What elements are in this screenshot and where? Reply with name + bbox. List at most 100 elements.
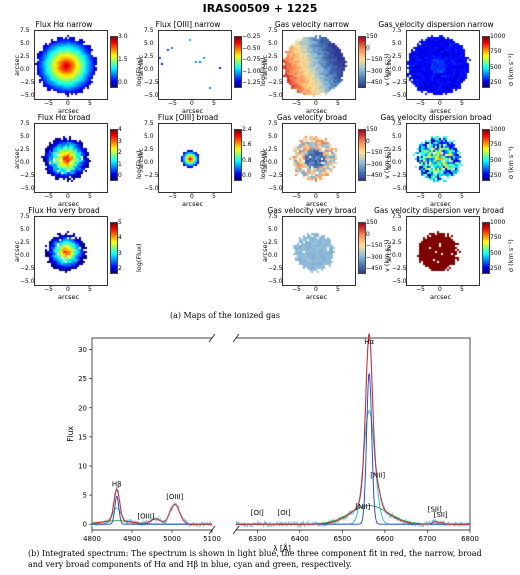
colorbar-tick: −150 (366, 242, 383, 249)
colorbar-tick: −300 (366, 67, 383, 75)
map-panel-title: Gas velocity very broad (267, 206, 357, 215)
colorbar-tick: 500 (490, 156, 502, 164)
map-x-label: arcsec (430, 293, 452, 301)
map-y-tick: −5.0 (392, 278, 407, 286)
map-x-tick: 5 (336, 286, 340, 293)
colorbar (110, 222, 118, 274)
map-x-tick: 5 (212, 100, 216, 107)
map-image (34, 123, 108, 193)
colorbar-tick: 150 (366, 33, 378, 40)
colorbar-tick: 4 (118, 234, 122, 242)
map-x-tick: −5 (416, 286, 425, 293)
map-y-tick: 2.5 (268, 239, 278, 247)
map-y-tick: 5.0 (268, 40, 278, 48)
map-y-tick: −2.5 (20, 265, 35, 273)
map-x-tick: 0 (438, 286, 442, 293)
map-y-tick: 2.5 (268, 146, 278, 154)
map-x-tick: 0 (66, 286, 70, 293)
map-image (34, 216, 108, 286)
map-y-tick: −2.5 (20, 79, 35, 87)
map-y-tick: 0.0 (20, 159, 30, 167)
colorbar-tick: −0.75 (242, 56, 261, 63)
map-y-tick: 0.0 (144, 66, 154, 74)
map-y-tick: 0.0 (392, 159, 402, 167)
x-axis-label: λ [Å] (273, 544, 291, 553)
x-tick-label: 6600 (376, 535, 394, 543)
map-x-label: arcsec (58, 200, 80, 208)
colorbar-tick: 750 (490, 141, 502, 149)
emission-line-label: [SII] (428, 505, 442, 513)
map-x-tick: −5 (292, 100, 301, 107)
map-x-tick: 0 (190, 193, 194, 200)
map-y-tick: 7.5 (268, 213, 278, 220)
emission-line-label: [OI] (251, 509, 264, 517)
x-tick-label: 6500 (333, 535, 351, 543)
map-image (282, 216, 356, 286)
colorbar-tick: −450 (366, 79, 383, 86)
map-y-tick: 2.5 (20, 146, 30, 154)
map-x-tick: −5 (168, 100, 177, 107)
colorbar (358, 36, 366, 88)
map-y-tick: 7.5 (144, 120, 154, 127)
map-y-tick: −5.0 (268, 185, 283, 193)
map-image (282, 30, 356, 100)
emission-line-label: [NII] (355, 503, 370, 511)
map-panel-title: Flux Hα narrow (35, 20, 93, 29)
map-y-tick: 5.0 (392, 226, 402, 234)
map-x-tick: −5 (416, 193, 425, 200)
colorbar (234, 36, 242, 88)
y-tick-label: 0 (83, 521, 87, 529)
map-panel-title: Gas velocity narrow (274, 20, 350, 29)
map-y-tick: 7.5 (20, 120, 30, 127)
map-image (158, 123, 232, 193)
map-y-tick: −5.0 (392, 185, 407, 193)
map-y-tick: 5.0 (144, 133, 154, 141)
colorbar-tick: −450 (366, 265, 383, 272)
map-y-tick: 5.0 (392, 133, 402, 141)
x-tick-label: 5100 (203, 535, 221, 543)
colorbar-tick: −1.25 (242, 79, 261, 86)
map-x-tick: 5 (88, 100, 92, 107)
map-y-tick: 7.5 (392, 27, 402, 34)
colorbar-tick: 150 (366, 126, 378, 133)
map-y-tick: 2.5 (392, 239, 402, 247)
map-y-tick: 0.0 (392, 252, 402, 260)
map-image (282, 123, 356, 193)
colorbar-tick: −300 (366, 160, 383, 168)
map-y-tick: 5.0 (20, 226, 30, 234)
map-y-tick: −5.0 (20, 185, 35, 193)
x-tick-label: 6300 (248, 535, 266, 543)
colorbar (234, 129, 242, 181)
colorbar (482, 129, 490, 181)
colorbar-tick: 3 (118, 249, 122, 257)
map-x-label: arcsec (430, 200, 452, 208)
map-x-label: arcsec (306, 200, 328, 208)
map-y-tick: 2.5 (392, 53, 402, 61)
colorbar-tick: 0 (366, 230, 370, 238)
emission-line-label: Hα (364, 338, 374, 346)
map-x-tick: −5 (292, 286, 301, 293)
x-tick-label: 6400 (291, 535, 309, 543)
map-y-tick: −2.5 (20, 172, 35, 180)
map-y-tick: −5.0 (144, 185, 159, 193)
colorbar-tick: 1000 (490, 219, 506, 226)
colorbar-tick: 3 (118, 137, 122, 145)
narrow-component-right (236, 373, 470, 525)
map-x-tick: 5 (460, 193, 464, 200)
map-x-label: arcsec (306, 293, 328, 301)
colorbar (110, 129, 118, 181)
map-y-tick: 2.5 (268, 53, 278, 61)
map-x-tick: 5 (212, 193, 216, 200)
map-image (34, 30, 108, 100)
map-image (406, 123, 480, 193)
colorbar-tick: 500 (490, 63, 502, 71)
map-x-label: arcsec (58, 107, 80, 115)
colorbar-tick: 0.0 (118, 79, 128, 86)
map-y-tick: −2.5 (144, 172, 159, 180)
colorbar (358, 129, 366, 181)
colorbar-tick: 0 (366, 44, 370, 52)
map-panel-title: Gas velocity dispersion broad (380, 113, 492, 122)
map-x-tick: 5 (336, 193, 340, 200)
colorbar-tick: −1.00 (242, 67, 261, 75)
y-axis-label: Flux (66, 426, 75, 442)
